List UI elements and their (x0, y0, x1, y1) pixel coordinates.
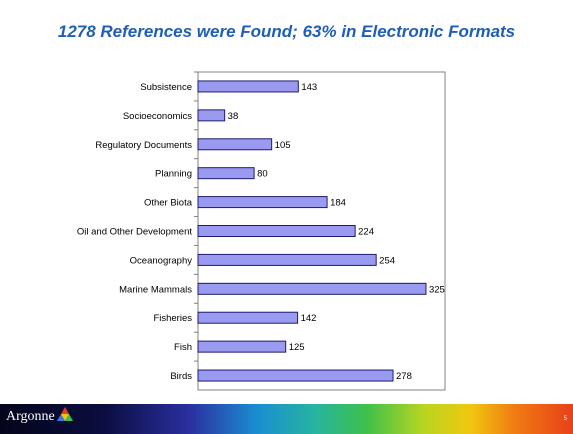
bar (197, 109, 226, 122)
bar (197, 167, 255, 180)
bar (197, 340, 287, 353)
bar (197, 311, 299, 324)
page-number: 5 (563, 416, 567, 422)
bar (197, 196, 328, 209)
value-label: 325 (429, 284, 445, 295)
bars-group: Subsistence 143 Socioeconomics 38 Regulatory… (77, 71, 445, 382)
category-label: Fisheries (153, 313, 192, 324)
value-label: 105 (275, 140, 291, 151)
category-label: Birds (170, 371, 192, 382)
bar (197, 253, 377, 266)
bar-chart: Subsistence 143 Socioeconomics 38 Regulatory… (77, 71, 446, 391)
bar (197, 138, 273, 151)
bar (197, 369, 394, 382)
category-label: Socioeconomics (123, 111, 192, 122)
value-label: 224 (358, 227, 374, 238)
slide-title: 1278 References were Found; 63% in Elect… (57, 22, 516, 41)
value-label: 80 (257, 169, 268, 180)
category-label: Planning (155, 169, 192, 180)
footer-bar (0, 404, 573, 434)
argonne-logo-icon (57, 407, 73, 421)
category-label: Marine Mammals (119, 284, 192, 295)
value-label: 278 (396, 371, 412, 382)
value-label: 142 (301, 313, 317, 324)
category-label: Other Biota (144, 198, 193, 209)
category-label: Subsistence (140, 82, 192, 93)
category-label: Regulatory Documents (95, 140, 192, 151)
value-label: 38 (228, 111, 239, 122)
value-label: 143 (301, 82, 317, 93)
value-label: 125 (289, 342, 305, 353)
bar (197, 282, 427, 295)
bar (197, 80, 299, 93)
category-label: Fish (174, 342, 192, 353)
category-label: Oceanography (130, 255, 193, 266)
value-label: 254 (379, 255, 395, 266)
argonne-logo-text: Argonne (6, 409, 55, 424)
value-label: 184 (330, 198, 346, 209)
bar (197, 225, 356, 237)
category-label: Oil and Other Development (77, 227, 192, 238)
